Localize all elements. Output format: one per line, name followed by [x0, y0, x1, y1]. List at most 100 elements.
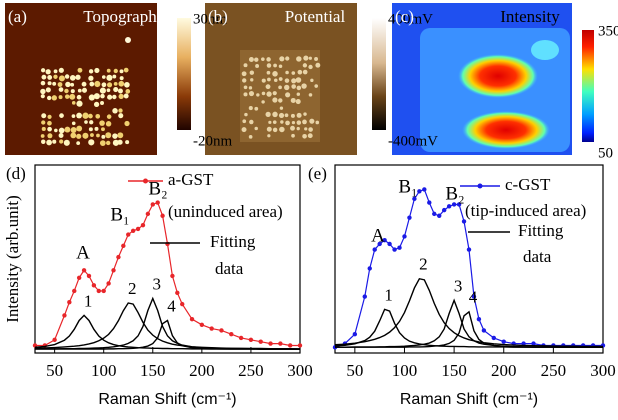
dot [112, 108, 118, 114]
dot [81, 81, 87, 87]
dot [63, 139, 70, 146]
dot [118, 108, 123, 113]
dot [99, 87, 106, 94]
dot [58, 67, 64, 73]
dot [242, 119, 247, 124]
data-point [397, 245, 402, 250]
dot [125, 89, 131, 94]
x-tick-label: 150 [140, 361, 166, 380]
data-point [229, 332, 234, 337]
dot [272, 71, 278, 77]
data-point [145, 211, 151, 217]
dot [315, 62, 321, 68]
data-point [297, 343, 303, 348]
data-point [258, 339, 263, 344]
x-tick-label: 250 [238, 361, 264, 380]
dot [119, 76, 124, 81]
peak-label: 3 [153, 274, 162, 293]
peak-label: 1 [84, 291, 93, 310]
dot [105, 121, 112, 127]
dot [308, 56, 312, 60]
x-axis-label: Raman Shift (cm⁻¹) [98, 391, 236, 408]
data-point [451, 202, 457, 207]
peak-label: 2 [128, 279, 137, 298]
dot [248, 90, 255, 97]
dot [261, 57, 265, 61]
x-tick-label: 100 [91, 361, 117, 380]
dot [41, 113, 47, 119]
data-point [130, 228, 136, 233]
data-point [189, 316, 195, 322]
data-point [278, 341, 283, 346]
dot [77, 67, 83, 73]
data-point [407, 215, 412, 220]
dot [295, 99, 301, 105]
dot [278, 85, 282, 90]
dot [51, 95, 57, 101]
fit-peak [334, 308, 603, 349]
dot [106, 114, 112, 119]
dot [278, 112, 285, 119]
dot [94, 67, 100, 74]
colorbar-label: 400mV [388, 11, 433, 27]
dot [242, 78, 247, 83]
data-point [427, 200, 432, 205]
dot [101, 134, 106, 139]
dot [243, 85, 248, 90]
dot [58, 95, 63, 100]
data-point [392, 247, 397, 252]
dot [101, 127, 105, 132]
dot [76, 133, 82, 139]
dot [273, 63, 277, 68]
peak-annotation: A [76, 242, 90, 263]
dot [75, 74, 81, 80]
dot [250, 78, 254, 82]
peak-annotation: B₂ [148, 178, 167, 199]
legend-label: data [523, 247, 552, 266]
data-point [437, 213, 442, 218]
panel-label: (a) [8, 7, 27, 26]
data-point [248, 337, 254, 343]
data-point [412, 196, 417, 202]
legend-label: data [215, 259, 244, 278]
fit-peak [35, 319, 300, 350]
dot [82, 112, 89, 119]
dot [124, 120, 130, 127]
dot [308, 64, 313, 70]
dot [58, 87, 64, 92]
dot [40, 88, 46, 95]
dot [69, 93, 76, 100]
dot [272, 127, 278, 133]
data-point [180, 301, 185, 307]
dot [280, 120, 284, 124]
dot [290, 113, 295, 118]
colorbar [177, 18, 191, 130]
peak-label: 4 [469, 288, 478, 307]
dot [70, 132, 77, 139]
data-point [432, 211, 437, 217]
x-tick-label: 200 [189, 361, 215, 380]
dot [285, 120, 290, 126]
legend-label: Fitting [518, 221, 564, 240]
y-axis-label: Intensity (arb.unit) [3, 195, 22, 322]
dot [266, 57, 271, 62]
dot [47, 81, 52, 86]
dot [94, 126, 99, 131]
peak-label: 2 [419, 255, 428, 274]
dot [118, 93, 124, 100]
dot [100, 93, 105, 99]
data-point [501, 339, 506, 344]
colorbar-label: 30nm [193, 11, 228, 27]
panel-title: Topograph [83, 7, 157, 26]
data-point [491, 335, 497, 341]
colorbar-label: 50 [598, 145, 613, 161]
data-point [382, 238, 387, 243]
dot [291, 120, 296, 125]
dot [47, 74, 53, 80]
dot [291, 78, 297, 84]
dot [284, 113, 289, 118]
legend-label: Fitting [210, 232, 256, 251]
dot [112, 94, 117, 100]
dot [47, 133, 53, 139]
dot [256, 93, 260, 97]
